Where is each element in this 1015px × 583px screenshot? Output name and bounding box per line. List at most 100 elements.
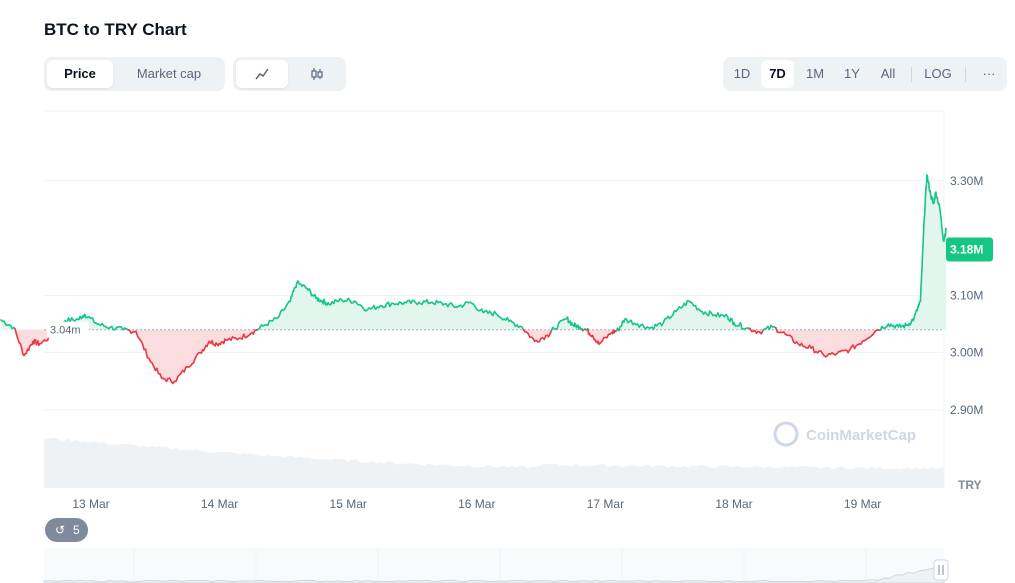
price-line-segment — [479, 308, 483, 312]
price-line-segment — [701, 310, 705, 315]
price-line-segment — [530, 336, 534, 340]
coinmarketcap-logo-icon — [773, 421, 799, 447]
price-line-segment — [361, 306, 366, 311]
range-1m-button[interactable]: 1M — [805, 66, 825, 81]
price-line-segment — [566, 316, 570, 324]
price-line-segment — [162, 377, 166, 381]
price-line-segment — [861, 339, 866, 342]
price-line-segment — [670, 314, 674, 318]
log-scale-button[interactable]: LOG — [924, 66, 952, 81]
tab-price[interactable]: Price — [47, 60, 113, 88]
price-line-segment — [384, 302, 388, 308]
price-line-segment — [8, 324, 12, 327]
range-toolbar: 1D 7D 1M 1Y All LOG ··· — [723, 57, 1007, 91]
price-line-segment — [506, 316, 510, 322]
price-line-segment — [317, 297, 321, 303]
price-line-segment — [450, 302, 454, 306]
price-line-segment — [447, 303, 451, 308]
price-line-segment — [890, 323, 893, 327]
price-line-segment — [574, 322, 577, 327]
price-line-segment — [219, 341, 223, 346]
range-7d-button[interactable]: 7D — [761, 60, 794, 88]
tab-market-cap[interactable]: Market cap — [136, 66, 202, 81]
price-line-segment — [496, 314, 501, 318]
price-line-segment — [331, 300, 335, 305]
price-line-segment — [588, 332, 591, 337]
price-line-segment — [247, 333, 251, 337]
price-line-segment — [702, 311, 706, 315]
price-line-segment — [349, 299, 353, 304]
price-line-segment — [535, 339, 539, 343]
price-line-segment — [879, 325, 883, 332]
price-line-segment — [466, 301, 470, 304]
price-line-segment — [22, 353, 25, 357]
navigator-handle[interactable] — [933, 559, 949, 581]
price-line-segment — [646, 326, 650, 329]
range-all-button[interactable]: All — [880, 66, 896, 81]
price-line-segment — [413, 300, 417, 304]
price-line-segment — [159, 373, 163, 380]
price-line-segment — [758, 331, 763, 335]
price-line-segment — [856, 343, 861, 346]
price-line-segment — [597, 340, 600, 345]
history-badge[interactable]: ↺ 5 — [45, 518, 88, 542]
more-options-button[interactable]: ··· — [982, 66, 996, 81]
price-line-segment — [15, 333, 19, 340]
range-1d-button[interactable]: 1D — [733, 66, 751, 81]
price-line-segment — [119, 325, 123, 329]
range-navigator[interactable] — [43, 548, 949, 583]
price-line-segment — [458, 304, 462, 307]
price-line-segment — [532, 337, 536, 342]
price-line-segment — [329, 300, 333, 306]
price-line-segment — [730, 317, 734, 322]
price-line-segment — [475, 308, 480, 312]
price-line-segment — [815, 351, 819, 354]
price-line-segment — [720, 313, 724, 317]
price-line-segment — [763, 327, 767, 330]
price-line-segment — [27, 345, 31, 351]
range-1y-button[interactable]: 1Y — [844, 66, 860, 81]
price-line-segment — [101, 322, 105, 327]
price-line-segment — [619, 325, 622, 328]
price-line-segment — [509, 319, 513, 323]
price-line-segment — [324, 302, 328, 306]
price-line-segment — [668, 315, 673, 320]
page-title: BTC to TRY Chart — [44, 20, 187, 39]
price-line-segment — [654, 323, 658, 327]
line-chart-button[interactable] — [236, 60, 288, 88]
price-line-segment — [213, 343, 216, 347]
y-tick-label: 3.10M — [950, 288, 983, 302]
y-tick-label: 2.90M — [950, 403, 983, 417]
price-line-segment — [869, 334, 874, 338]
price-line-segment — [713, 314, 718, 318]
price-line-segment — [422, 300, 427, 303]
price-line-segment — [149, 360, 153, 364]
price-line-segment — [599, 340, 603, 344]
price-line-segment — [53, 330, 57, 336]
price-line-segment — [262, 324, 266, 327]
price-line-segment — [403, 301, 407, 304]
price-line-segment — [868, 335, 872, 339]
price-line-segment — [549, 329, 553, 334]
price-line-segment — [170, 380, 174, 385]
price-line-segment — [897, 323, 901, 328]
price-line-segment — [527, 332, 531, 339]
price-line-segment — [908, 322, 911, 326]
x-tick-label: 18 Mar — [715, 497, 752, 511]
price-line-segment — [638, 324, 642, 328]
candlestick-chart-button[interactable] — [291, 60, 343, 88]
price-line-segment — [749, 327, 753, 333]
price-line-segment — [18, 341, 22, 345]
price-line-segment — [614, 329, 617, 332]
price-line-segment — [762, 328, 766, 332]
y-tick-label: 3.00M — [950, 346, 983, 360]
price-line-segment — [321, 300, 325, 305]
price-line-segment — [569, 320, 572, 326]
price-line-segment — [884, 325, 888, 329]
currency-label: TRY — [958, 478, 982, 492]
price-line-segment — [791, 336, 795, 343]
price-line-segment — [141, 342, 145, 351]
price-line-segment — [371, 304, 375, 309]
price-line-segment — [681, 302, 685, 308]
price-line-segment — [795, 341, 800, 345]
